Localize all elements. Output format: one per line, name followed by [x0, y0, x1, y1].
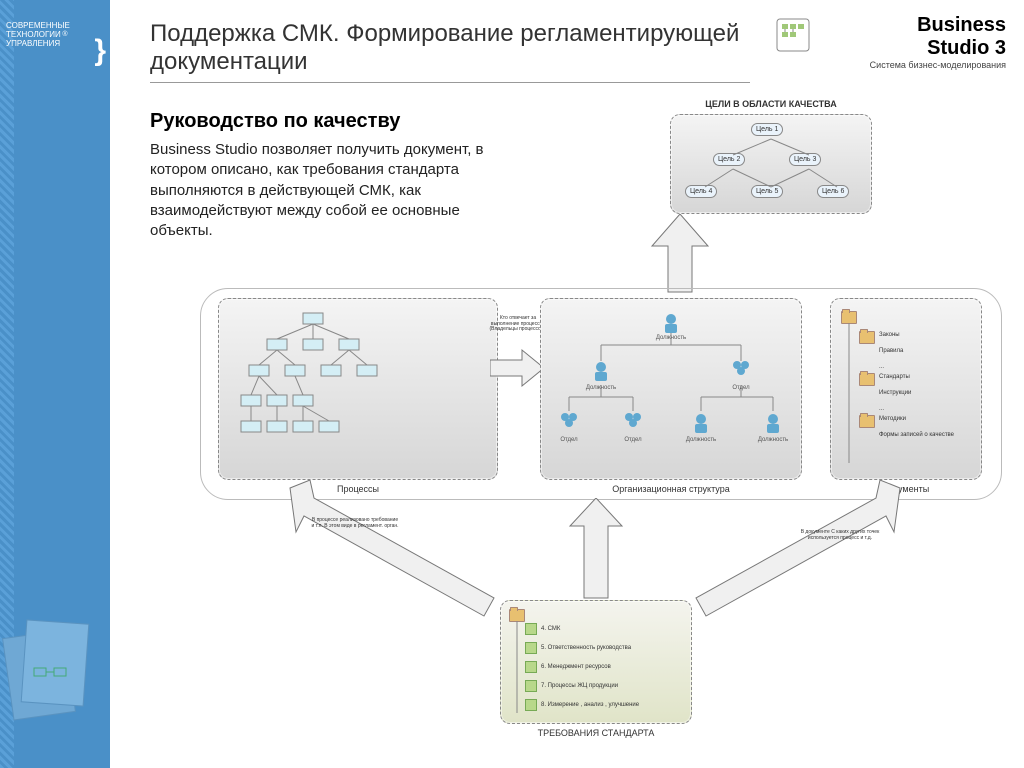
doc-item-label: Законы	[879, 332, 974, 338]
processes-panel: Процессы	[218, 298, 498, 480]
arrow-std-to-docs	[680, 480, 910, 630]
folder-icon	[859, 373, 875, 386]
std-box-icon	[525, 699, 537, 711]
folder-icon	[859, 331, 875, 344]
stm-line1: СОВРЕМЕННЫЕ	[6, 21, 70, 30]
arrow-std-to-proc	[280, 480, 510, 630]
org-label: Отдел	[725, 385, 757, 391]
std-label: 7. Процессы ЖЦ продукции	[541, 683, 618, 689]
org-label: Отдел	[617, 437, 649, 443]
page-title: Поддержка СМК. Формирование регламентиру…	[150, 20, 750, 83]
stm-line2: ТЕХНОЛОГИИ	[6, 30, 61, 39]
docs-panel: Документы ЗаконыПравила...СтандартыИнстр…	[830, 298, 982, 480]
std-label: 4. СМК	[541, 626, 560, 632]
arrow-org-to-goals	[650, 214, 710, 294]
std-label: 5. Ответственность руководства	[541, 645, 631, 651]
std-box-icon	[525, 623, 537, 635]
doc-item-label: Стандарты	[879, 374, 974, 380]
org-label: Должность	[753, 437, 793, 443]
sidebar-doc-icon	[0, 608, 110, 748]
doc-item-label: Формы записей о качестве	[879, 432, 974, 438]
sidebar: СОВРЕМЕННЫЕ ТЕХНОЛОГИИ УПРАВЛЕНИЯ } ®	[0, 0, 110, 768]
brace-icon: }	[94, 34, 106, 67]
standard-row: 6. Менеджмент ресурсов	[525, 661, 685, 673]
standard-row: 5. Ответственность руководства	[525, 642, 685, 654]
main-area: Business Studio 3 Система бизнес-моделир…	[110, 0, 1024, 768]
org-label: Должность	[681, 437, 721, 443]
doc-item-label: Правила	[879, 348, 974, 354]
process-tree-icon	[227, 307, 427, 467]
doc-item-label: Инструкции	[879, 390, 974, 396]
bs-icon	[776, 18, 810, 52]
stm-line3: УПРАВЛЕНИЯ	[6, 39, 60, 48]
stm-logo: СОВРЕМЕННЫЕ ТЕХНОЛОГИИ УПРАВЛЕНИЯ } ®	[6, 22, 106, 67]
doc-item-label: ...	[879, 406, 974, 412]
org-label: Должность	[581, 385, 621, 391]
std-box-icon	[525, 680, 537, 692]
std-tree-line	[516, 621, 522, 716]
label-std-to-proc: В процессе реализовано требование и т.п.…	[310, 518, 400, 529]
standard-row: 4. СМК	[525, 623, 685, 635]
business-studio-logo: Business Studio 3 Система бизнес-моделир…	[776, 14, 1006, 70]
doc-item-label: ...	[879, 364, 974, 370]
arrow-std-to-org	[568, 498, 624, 602]
folder-icon	[859, 415, 875, 428]
org-label: Должность	[651, 335, 691, 341]
label-std-to-docs: В документе С каких других точек использ…	[790, 530, 890, 541]
doc-item-label: Методики	[879, 416, 974, 422]
bs-name2: Studio 3	[927, 37, 1006, 59]
goals-title: ЦЕЛИ В ОБЛАСТИ КАЧЕСТВА	[671, 99, 871, 109]
std-label: 6. Менеджмент ресурсов	[541, 664, 611, 670]
bs-tagline: Система бизнес-моделирования	[776, 60, 1006, 70]
stm-reg: ®	[62, 31, 67, 38]
goals-panel: ЦЕЛИ В ОБЛАСТИ КАЧЕСТВА Цель 1 Цель 2 Це…	[670, 114, 872, 214]
standard-row: 7. Процессы ЖЦ продукции	[525, 680, 685, 692]
std-box-icon	[525, 661, 537, 673]
standards-panel: ТРЕБОВАНИЯ СТАНДАРТА 4. СМК5. Ответствен…	[500, 600, 692, 724]
bs-name1: Business	[917, 14, 1006, 36]
arrow-proc-to-org	[490, 348, 546, 388]
diagram-canvas: ЦЕЛИ В ОБЛАСТИ КАЧЕСТВА Цель 1 Цель 2 Це…	[170, 110, 1020, 750]
org-label: Отдел	[553, 437, 585, 443]
std-box-icon	[525, 642, 537, 654]
docs-tree-line	[848, 323, 856, 473]
goals-lines	[671, 115, 871, 213]
org-chart-icon	[541, 299, 801, 479]
standard-row: 8. Измерение , анализ , улучшение	[525, 699, 685, 711]
label-proc-to-org: Кто отвечает за выполнение процессов (Вл…	[488, 316, 548, 333]
std-label: 8. Измерение , анализ , улучшение	[541, 702, 639, 708]
org-panel: Организационная структура	[540, 298, 802, 480]
standards-caption: ТРЕБОВАНИЯ СТАНДАРТА	[501, 728, 691, 738]
